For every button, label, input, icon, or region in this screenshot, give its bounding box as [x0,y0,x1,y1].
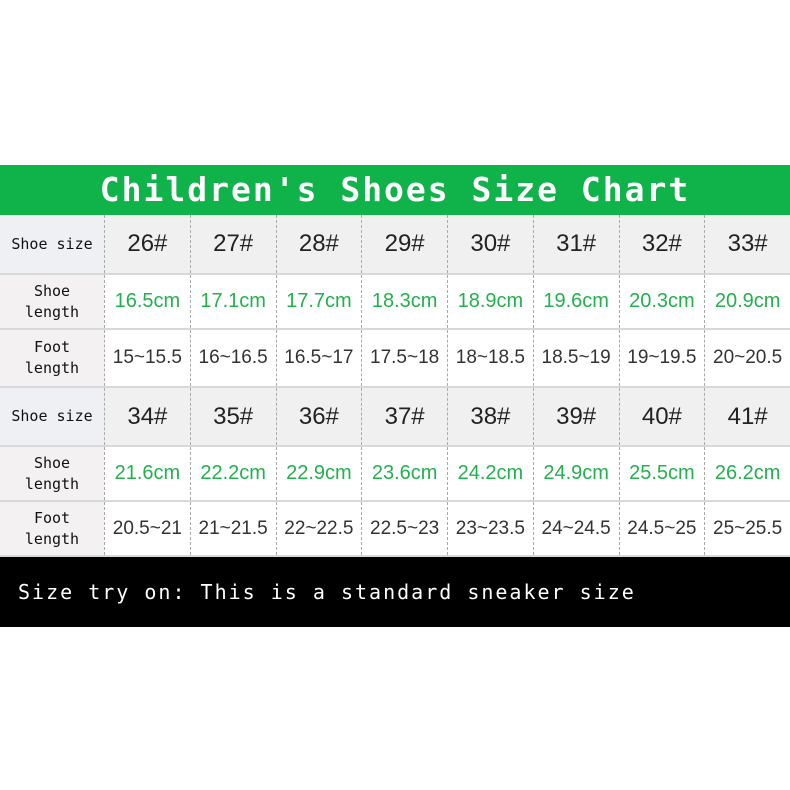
table-cell: 32# [618,215,705,273]
table-cell: 21~21.5 [189,502,276,555]
table-cell: 22~22.5 [275,502,362,555]
table-row-shoe-length: Shoe length 16.5cm 17.1cm 17.7cm 18.3cm 18.9c… [0,275,790,330]
table-cell: 24.9cm [532,447,619,500]
table-row-shoe-size: Shoe size 26# 27# 28# 29# 30# 31# 32# 33# [0,215,790,275]
table-row-foot-length: Foot length 15~15.5 16~16.5 16.5~17 17.5~18 1… [0,330,790,388]
table-row-foot-length: Foot length 20.5~21 21~21.5 22~22.5 22.5~23 2… [0,502,790,557]
table-cell: 16~16.5 [189,330,276,386]
row-label: Foot length [0,502,104,555]
table-row-shoe-size: Shoe size 34# 35# 36# 37# 38# 39# 40# 41# [0,388,790,447]
row-label: Shoe size [0,215,104,273]
table-cell: 25~25.5 [704,502,790,555]
table-cell: 41# [704,388,790,445]
table-cell: 24.5~25 [618,502,705,555]
table-cell: 22.9cm [275,447,362,500]
size-table: Shoe size 26# 27# 28# 29# 30# 31# 32# 33# Shoe le… [0,215,790,557]
table-cell: 28# [275,215,362,273]
table-cell: 16.5cm [104,275,190,328]
table-cell: 20.5~21 [104,502,190,555]
table-cell: 33# [704,215,790,273]
table-cell: 34# [104,388,190,445]
table-cell: 18.3cm [361,275,447,328]
table-cell: 31# [532,215,619,273]
size-note-banner: Size try on: This is a standard sneaker … [0,557,790,627]
table-cell: 18.9cm [447,275,533,328]
table-cell: 40# [618,388,705,445]
table-cell: 27# [189,215,276,273]
table-cell: 35# [189,388,276,445]
row-label: Shoe size [0,388,104,445]
chart-title: Children's Shoes Size Chart [0,165,790,215]
table-cell: 26# [104,215,190,273]
table-cell: 39# [532,388,619,445]
table-cell: 17.1cm [189,275,276,328]
table-cell: 30# [447,215,533,273]
row-label: Shoe length [0,275,104,328]
row-label: Shoe length [0,447,104,500]
table-cell: 19~19.5 [618,330,705,386]
table-cell: 23.6cm [361,447,447,500]
table-cell: 16.5~17 [275,330,362,386]
table-cell: 29# [361,215,447,273]
table-cell: 21.6cm [104,447,190,500]
table-cell: 18~18.5 [447,330,533,386]
table-row-shoe-length: Shoe length 21.6cm 22.2cm 22.9cm 23.6cm 24.2c… [0,447,790,502]
table-cell: 20.9cm [704,275,790,328]
table-cell: 24~24.5 [532,502,619,555]
table-cell: 37# [361,388,447,445]
table-cell: 23~23.5 [447,502,533,555]
row-label: Foot length [0,330,104,386]
table-cell: 15~15.5 [104,330,190,386]
table-cell: 22.5~23 [361,502,447,555]
table-cell: 25.5cm [618,447,705,500]
table-cell: 26.2cm [704,447,790,500]
table-cell: 22.2cm [189,447,276,500]
table-cell: 18.5~19 [532,330,619,386]
table-cell: 17.7cm [275,275,362,328]
table-cell: 20.3cm [618,275,705,328]
table-cell: 38# [447,388,533,445]
table-cell: 19.6cm [532,275,619,328]
table-cell: 17.5~18 [361,330,447,386]
table-cell: 24.2cm [447,447,533,500]
table-cell: 36# [275,388,362,445]
table-cell: 20~20.5 [704,330,790,386]
